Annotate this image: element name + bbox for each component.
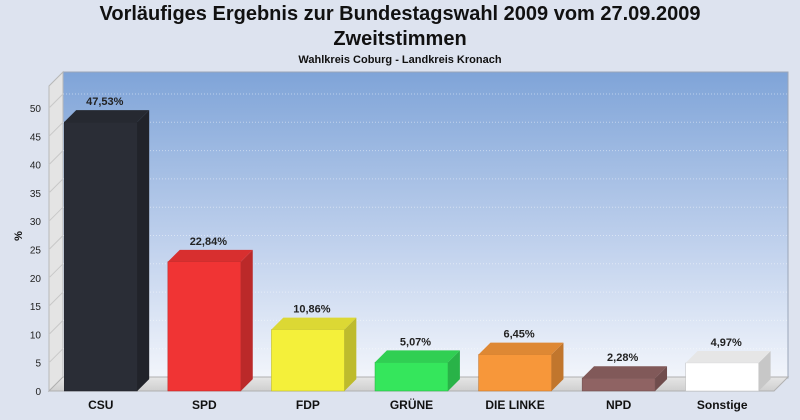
bar-side <box>551 342 564 391</box>
bar <box>478 354 552 392</box>
bar-top <box>375 350 460 363</box>
x-tick-label: DIE LINKE <box>485 398 544 412</box>
grid-line-side <box>48 178 64 194</box>
bar-top <box>685 350 771 363</box>
bar <box>581 377 656 392</box>
bar-value-label: 22,84% <box>190 236 228 248</box>
x-tick-label: SPD <box>192 398 217 412</box>
x-axis: CSU SPD FDP GRÜNE DIE LINKE NPD Sonstige <box>88 397 748 412</box>
grid-line-side <box>48 206 64 222</box>
bar <box>685 362 759 392</box>
grid-line-side <box>48 263 64 279</box>
bar-side <box>758 350 771 391</box>
y-tick-label: 35 <box>30 189 42 200</box>
bar-value-label: 10,86% <box>293 304 331 316</box>
chart-caption: Wahlkreis Coburg - Landkreis Kronach <box>298 54 502 66</box>
bar-group: 6,45% <box>478 329 564 392</box>
y-axis: 0 5 10 15 20 25 30 35 40 45 50 <box>30 104 42 398</box>
side-wall <box>48 70 64 393</box>
bar-side <box>240 249 253 391</box>
bar-value-label: 4,97% <box>711 337 742 349</box>
grid-line-side <box>48 121 64 137</box>
bar-value-label: 47,53% <box>86 96 124 108</box>
bar-value-label: 6,45% <box>503 329 534 341</box>
y-tick-label: 45 <box>30 132 42 143</box>
chart-title: Vorläufiges Ergebnis zur Bundestagswahl … <box>99 3 701 25</box>
chart-subtitle: Zweitstimmen <box>333 28 467 50</box>
bar-side <box>344 317 357 391</box>
grid-line-side <box>48 235 64 250</box>
bar-group: 2,28% <box>581 352 668 392</box>
y-tick-label: 5 <box>35 359 41 370</box>
bar <box>271 329 345 392</box>
grid-line-side <box>48 348 64 364</box>
bar-value-label: 5,07% <box>400 336 431 348</box>
bar-top <box>582 366 668 379</box>
grid-line-side <box>48 291 64 307</box>
y-tick-label: 0 <box>35 387 41 398</box>
bar-side <box>137 110 150 391</box>
y-tick-label: 50 <box>30 104 42 115</box>
bar-top <box>167 249 253 262</box>
x-tick-label: Sonstige <box>697 398 748 412</box>
x-tick-label: GRÜNE <box>390 397 433 412</box>
bar-group: 4,97% <box>685 337 771 392</box>
y-tick-label: 40 <box>30 161 42 172</box>
bars: 47,53% 22,84% 10,86% 5,07% 6,45% 2,28% 4,97% <box>64 96 771 392</box>
x-tick-label: CSU <box>88 398 113 412</box>
y-axis-label: % <box>13 231 25 241</box>
bar-group: 5,07% <box>374 336 460 392</box>
grid-line-side <box>48 150 64 165</box>
bar-value-label: 2,28% <box>607 352 638 364</box>
bar-group: 22,84% <box>167 236 253 392</box>
x-tick-label: FDP <box>296 398 320 412</box>
y-tick-label: 30 <box>30 217 42 228</box>
y-tick-label: 25 <box>30 246 42 257</box>
bar <box>374 362 449 392</box>
bar <box>167 261 242 392</box>
bar-side <box>655 366 668 391</box>
bar-group: 47,53% <box>64 96 150 392</box>
bar-top <box>478 342 564 355</box>
bar-group: 10,86% <box>271 304 357 392</box>
y-tick-label: 10 <box>30 330 42 341</box>
y-tick-label: 20 <box>30 274 42 285</box>
grid-line-side <box>48 320 64 335</box>
bar <box>64 121 138 392</box>
grid-line-side <box>48 93 64 109</box>
bar-top <box>271 317 357 330</box>
y-tick-label: 15 <box>30 302 42 313</box>
bar-top <box>64 110 150 122</box>
bar-side <box>448 350 460 391</box>
x-tick-label: NPD <box>606 398 632 412</box>
